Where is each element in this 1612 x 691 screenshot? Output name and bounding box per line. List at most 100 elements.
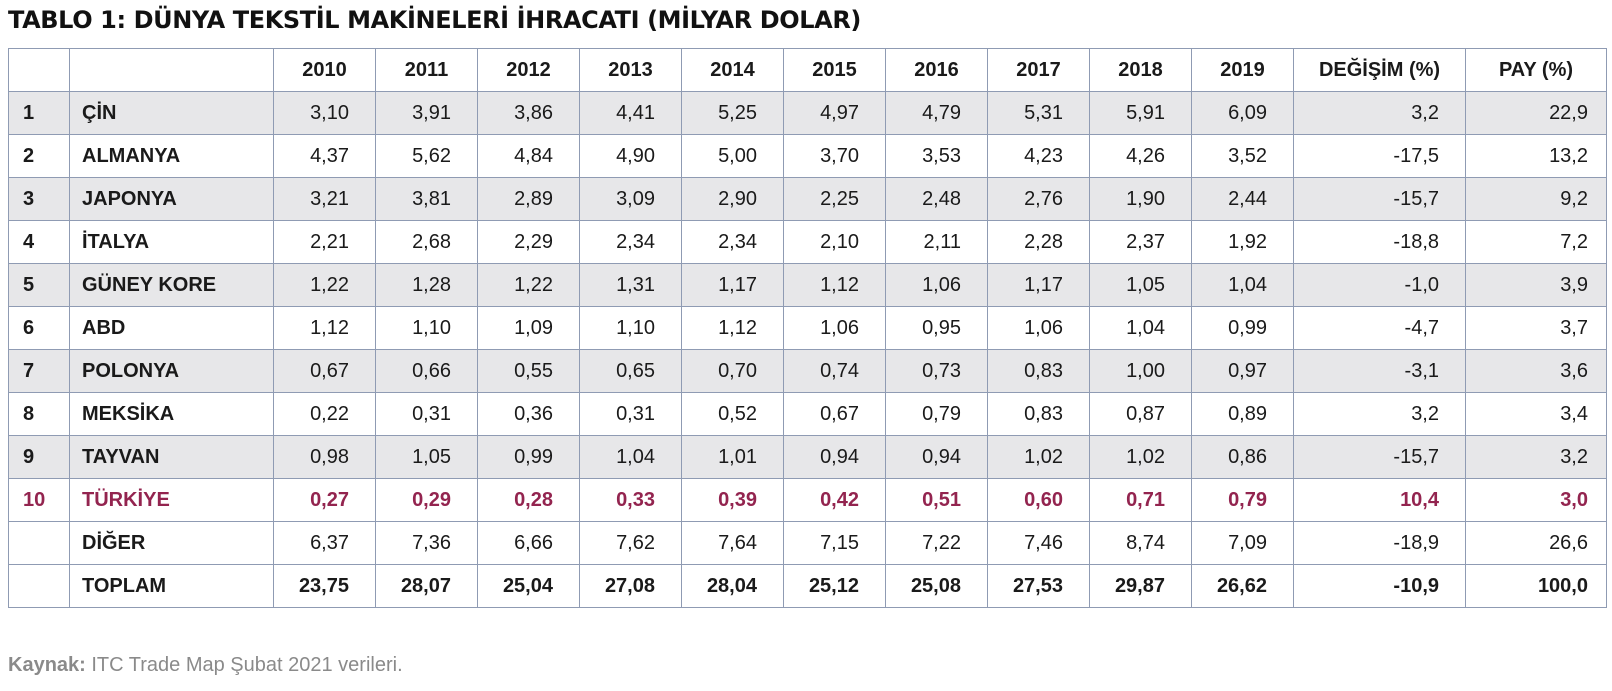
rank-cell (8, 521, 70, 565)
value-cell: 1,02 (1089, 435, 1192, 479)
value-cell: 2,76 (987, 177, 1090, 221)
share-cell: 3,7 (1465, 306, 1607, 350)
value-cell: 27,53 (987, 564, 1090, 608)
value-cell: 28,04 (681, 564, 784, 608)
share-cell: 100,0 (1465, 564, 1607, 608)
value-cell: 0,98 (273, 435, 376, 479)
value-cell: 1,05 (375, 435, 478, 479)
share-cell: 26,6 (1465, 521, 1607, 565)
header-year: 2013 (579, 48, 682, 92)
value-cell: 7,62 (579, 521, 682, 565)
country-cell: ABD (69, 306, 274, 350)
country-cell: ALMANYA (69, 134, 274, 178)
value-cell: 2,44 (1191, 177, 1294, 221)
table-row: 4 İTALYA 2,21 2,68 2,29 2,34 2,34 2,10 2,11 2,28 2… (8, 220, 1607, 264)
value-cell: 2,68 (375, 220, 478, 264)
value-cell: 5,91 (1089, 91, 1192, 135)
value-cell: 6,37 (273, 521, 376, 565)
share-cell: 3,6 (1465, 349, 1607, 393)
value-cell: 0,70 (681, 349, 784, 393)
value-cell: 0,29 (375, 478, 478, 522)
table-title: TABLO 1: DÜNYA TEKSTİL MAKİNELERİ İHRACA… (8, 6, 861, 34)
value-cell: 5,00 (681, 134, 784, 178)
value-cell: 4,90 (579, 134, 682, 178)
value-cell: 3,91 (375, 91, 478, 135)
value-cell: 2,11 (885, 220, 988, 264)
value-cell: 1,00 (1089, 349, 1192, 393)
change-cell: -17,5 (1293, 134, 1466, 178)
change-cell: -10,9 (1293, 564, 1466, 608)
value-cell: 0,55 (477, 349, 580, 393)
value-cell: 0,65 (579, 349, 682, 393)
value-cell: 0,83 (987, 392, 1090, 436)
value-cell: 5,25 (681, 91, 784, 135)
value-cell: 1,31 (579, 263, 682, 307)
table-body: 1 ÇİN 3,10 3,91 3,86 4,41 5,25 4,97 4,79 5,31 5,91… (8, 91, 1607, 608)
rank-cell: 9 (8, 435, 70, 479)
value-cell: 0,67 (273, 349, 376, 393)
value-cell: 1,92 (1191, 220, 1294, 264)
value-cell: 0,97 (1191, 349, 1294, 393)
value-cell: 3,52 (1191, 134, 1294, 178)
share-cell: 22,9 (1465, 91, 1607, 135)
share-cell: 13,2 (1465, 134, 1607, 178)
value-cell: 4,37 (273, 134, 376, 178)
rank-cell: 1 (8, 91, 70, 135)
country-cell: POLONYA (69, 349, 274, 393)
country-cell: TÜRKİYE (69, 478, 274, 522)
value-cell: 1,28 (375, 263, 478, 307)
header-country (69, 48, 274, 92)
value-cell: 27,08 (579, 564, 682, 608)
value-cell: 0,67 (783, 392, 886, 436)
value-cell: 1,06 (783, 306, 886, 350)
value-cell: 0,36 (477, 392, 580, 436)
value-cell: 2,89 (477, 177, 580, 221)
value-cell: 4,79 (885, 91, 988, 135)
country-cell: ÇİN (69, 91, 274, 135)
value-cell: 3,86 (477, 91, 580, 135)
change-cell: -18,9 (1293, 521, 1466, 565)
value-cell: 4,41 (579, 91, 682, 135)
value-cell: 1,04 (1089, 306, 1192, 350)
value-cell: 1,04 (579, 435, 682, 479)
country-cell: TOPLAM (69, 564, 274, 608)
value-cell: 25,08 (885, 564, 988, 608)
value-cell: 25,12 (783, 564, 886, 608)
value-cell: 0,28 (477, 478, 580, 522)
value-cell: 1,06 (987, 306, 1090, 350)
value-cell: 2,25 (783, 177, 886, 221)
value-cell: 3,09 (579, 177, 682, 221)
value-cell: 1,17 (681, 263, 784, 307)
source-note: Kaynak: ITC Trade Map Şubat 2021 veriler… (8, 654, 403, 677)
value-cell: 4,84 (477, 134, 580, 178)
value-cell: 0,39 (681, 478, 784, 522)
value-cell: 6,09 (1191, 91, 1294, 135)
value-cell: 25,04 (477, 564, 580, 608)
value-cell: 1,12 (783, 263, 886, 307)
value-cell: 2,90 (681, 177, 784, 221)
value-cell: 1,90 (1089, 177, 1192, 221)
rank-cell: 7 (8, 349, 70, 393)
table-row: DİĞER 6,37 7,36 6,66 7,62 7,64 7,15 7,22 7,46 8,7… (8, 521, 1607, 565)
value-cell: 5,31 (987, 91, 1090, 135)
value-cell: 2,34 (681, 220, 784, 264)
change-cell: -1,0 (1293, 263, 1466, 307)
rank-cell: 6 (8, 306, 70, 350)
header-share: PAY (%) (1465, 48, 1607, 92)
value-cell: 0,71 (1089, 478, 1192, 522)
value-cell: 7,36 (375, 521, 478, 565)
value-cell: 0,42 (783, 478, 886, 522)
header-change: DEĞİŞİM (%) (1293, 48, 1466, 92)
value-cell: 4,23 (987, 134, 1090, 178)
value-cell: 0,79 (885, 392, 988, 436)
value-cell: 2,28 (987, 220, 1090, 264)
value-cell: 7,46 (987, 521, 1090, 565)
value-cell: 1,09 (477, 306, 580, 350)
value-cell: 5,62 (375, 134, 478, 178)
value-cell: 7,64 (681, 521, 784, 565)
value-cell: 2,29 (477, 220, 580, 264)
value-cell: 0,27 (273, 478, 376, 522)
value-cell: 7,22 (885, 521, 988, 565)
table-row: 3 JAPONYA 3,21 3,81 2,89 3,09 2,90 2,25 2,48 2,76… (8, 177, 1607, 221)
header-year: 2019 (1191, 48, 1294, 92)
